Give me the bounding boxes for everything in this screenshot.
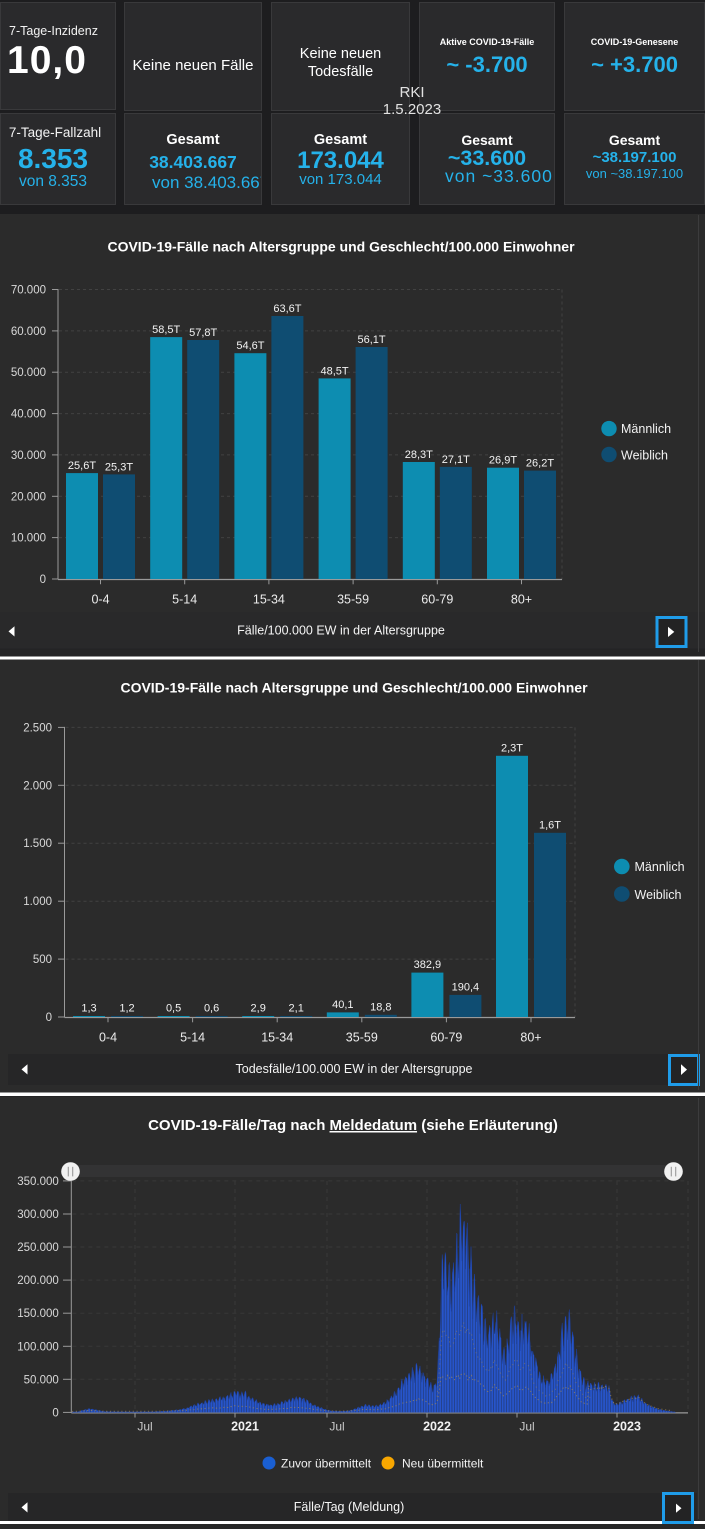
svg-text:Jul: Jul <box>329 1420 344 1434</box>
svg-text:350.000: 350.000 <box>17 1176 59 1188</box>
svg-text:0-4: 0-4 <box>99 1031 117 1045</box>
svg-text:18,8: 18,8 <box>370 1001 391 1013</box>
svg-text:28,3T: 28,3T <box>405 449 433 461</box>
svg-text:26,2T: 26,2T <box>526 458 554 470</box>
svg-text:0,5: 0,5 <box>166 1003 181 1015</box>
svg-text:Fälle/100.000 EW in der Alters: Fälle/100.000 EW in der Altersgruppe <box>237 624 445 638</box>
svg-text:0: 0 <box>52 1407 58 1419</box>
svg-text:COVID-19-Fälle nach Altersgrup: COVID-19-Fälle nach Altersgruppe und Ges… <box>120 680 588 696</box>
svg-text:1,3: 1,3 <box>81 1003 96 1015</box>
svg-text:1,2: 1,2 <box>119 1003 134 1015</box>
svg-text:Männlich: Männlich <box>635 860 685 874</box>
svg-text:56,1T: 56,1T <box>358 334 386 346</box>
svg-text:27,1T: 27,1T <box>442 454 470 466</box>
svg-text:48,5T: 48,5T <box>321 365 349 377</box>
svg-text:58,5T: 58,5T <box>152 324 180 336</box>
svg-text:0: 0 <box>40 574 46 586</box>
svg-text:COVID-19-Fälle nach Altersgrup: COVID-19-Fälle nach Altersgruppe und Ges… <box>107 239 575 255</box>
svg-text:1,6T: 1,6T <box>539 819 561 831</box>
svg-text:60.000: 60.000 <box>11 326 46 338</box>
svg-text:2,9: 2,9 <box>251 1003 266 1015</box>
svg-text:15-34: 15-34 <box>253 593 285 607</box>
svg-text:0-4: 0-4 <box>91 593 109 607</box>
svg-text:2021: 2021 <box>231 1420 259 1434</box>
svg-text:25,3T: 25,3T <box>105 461 133 473</box>
svg-text:2.500: 2.500 <box>23 722 52 734</box>
svg-text:50.000: 50.000 <box>24 1374 59 1386</box>
svg-text:1.000: 1.000 <box>23 896 52 908</box>
svg-text:250.000: 250.000 <box>17 1242 59 1254</box>
svg-text:Fälle/Tag (Meldung): Fälle/Tag (Meldung) <box>294 1500 404 1514</box>
svg-text:10.000: 10.000 <box>11 533 46 545</box>
svg-text:5-14: 5-14 <box>172 593 197 607</box>
svg-text:500: 500 <box>33 954 52 966</box>
svg-text:Todesfälle/100.000 EW in der A: Todesfälle/100.000 EW in der Altersgrupp… <box>236 1062 473 1076</box>
svg-text:Jul: Jul <box>519 1420 534 1434</box>
svg-text:25,6T: 25,6T <box>68 460 96 472</box>
svg-text:0,6: 0,6 <box>204 1003 219 1015</box>
svg-text:80+: 80+ <box>511 593 532 607</box>
svg-text:63,6T: 63,6T <box>273 303 301 315</box>
svg-text:0: 0 <box>46 1012 52 1024</box>
svg-text:26,9T: 26,9T <box>489 455 517 467</box>
svg-text:1.500: 1.500 <box>23 838 52 850</box>
svg-text:Männlich: Männlich <box>621 422 671 436</box>
svg-text:Zuvor übermittelt: Zuvor übermittelt <box>281 1457 372 1471</box>
svg-text:57,8T: 57,8T <box>189 327 217 339</box>
svg-text:60-79: 60-79 <box>421 593 453 607</box>
svg-text:Neu übermittelt: Neu übermittelt <box>402 1457 484 1471</box>
svg-text:35-59: 35-59 <box>337 593 369 607</box>
svg-text:54,6T: 54,6T <box>236 340 264 352</box>
svg-text:80+: 80+ <box>520 1031 541 1045</box>
svg-text:382,9: 382,9 <box>414 959 442 971</box>
svg-text:150.000: 150.000 <box>17 1308 59 1320</box>
svg-text:5-14: 5-14 <box>180 1031 205 1045</box>
svg-text:40,1: 40,1 <box>332 999 353 1011</box>
svg-text:70.000: 70.000 <box>11 285 46 297</box>
svg-text:190,4: 190,4 <box>452 981 480 993</box>
svg-text:100.000: 100.000 <box>17 1341 59 1353</box>
svg-text:40.000: 40.000 <box>11 409 46 421</box>
svg-text:Jul: Jul <box>137 1420 152 1434</box>
svg-text:300.000: 300.000 <box>17 1209 59 1221</box>
svg-text:2,1: 2,1 <box>289 1003 304 1015</box>
svg-text:COVID-19-Fälle/Tag nach Melded: COVID-19-Fälle/Tag nach Meldedatum (sieh… <box>148 1117 558 1134</box>
svg-text:Weiblich: Weiblich <box>621 448 668 462</box>
svg-text:2022: 2022 <box>423 1420 451 1434</box>
svg-text:60-79: 60-79 <box>430 1031 462 1045</box>
svg-text:2.000: 2.000 <box>23 780 52 792</box>
svg-text:2,3T: 2,3T <box>501 742 523 754</box>
svg-text:15-34: 15-34 <box>261 1031 293 1045</box>
svg-text:200.000: 200.000 <box>17 1275 59 1287</box>
svg-text:20.000: 20.000 <box>11 491 46 503</box>
svg-text:35-59: 35-59 <box>346 1031 378 1045</box>
svg-text:30.000: 30.000 <box>11 450 46 462</box>
svg-text:Weiblich: Weiblich <box>635 888 682 902</box>
svg-text:2023: 2023 <box>613 1420 641 1434</box>
svg-text:50.000: 50.000 <box>11 367 46 379</box>
